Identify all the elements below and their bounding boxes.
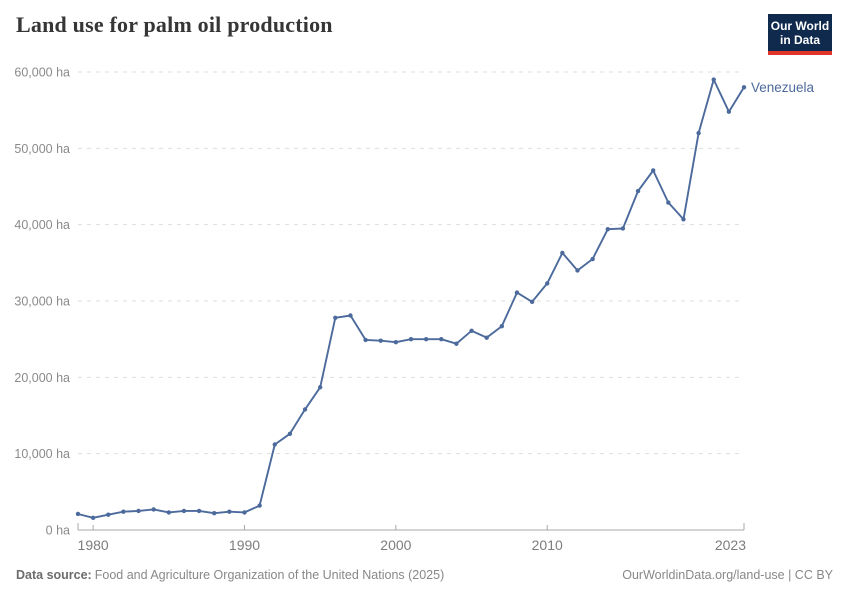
data-point-2010[interactable] — [545, 281, 550, 286]
data-point-1982[interactable] — [121, 509, 126, 514]
y-axis-tick-label: 10,000 ha — [14, 447, 70, 461]
data-point-2007[interactable] — [499, 323, 505, 329]
y-axis-tick-label: 40,000 ha — [14, 218, 70, 232]
x-axis-tick-label: 1990 — [229, 537, 260, 553]
data-point-1983[interactable] — [136, 508, 141, 514]
data-point-2006[interactable] — [484, 335, 489, 340]
data-point-1994[interactable] — [302, 407, 308, 412]
data-point-2019[interactable] — [681, 217, 686, 222]
data-point-1979[interactable] — [75, 511, 81, 517]
data-point-1981[interactable] — [106, 512, 111, 517]
data-point-2017[interactable] — [650, 168, 656, 173]
data-source-text: Food and Agriculture Organization of the… — [94, 568, 445, 582]
data-point-1995[interactable] — [317, 385, 323, 390]
data-point-2013[interactable] — [590, 256, 595, 262]
data-point-1986[interactable] — [181, 508, 187, 514]
owid-logo-line1: Our World — [770, 19, 830, 33]
y-axis-tick-label: 30,000 ha — [14, 295, 70, 309]
data-point-1996[interactable] — [333, 315, 338, 320]
data-point-1998[interactable] — [363, 337, 368, 343]
x-axis-tick-label: 2023 — [715, 537, 746, 553]
data-source-label: Data source: — [16, 568, 92, 582]
y-axis-tick-label: 20,000 ha — [14, 371, 70, 385]
data-point-2014[interactable] — [605, 227, 610, 232]
chart-footer: Data source: Food and Agriculture Organiz… — [16, 568, 833, 582]
data-point-1988[interactable] — [212, 511, 217, 516]
x-axis-tick-label: 2010 — [532, 537, 563, 553]
data-point-2015[interactable] — [620, 226, 626, 231]
data-point-2003[interactable] — [439, 336, 444, 342]
owid-logo-line2: in Data — [779, 33, 820, 47]
data-point-1992[interactable] — [272, 442, 277, 447]
data-point-1991[interactable] — [257, 503, 262, 508]
data-point-1989[interactable] — [227, 509, 232, 514]
data-point-2005[interactable] — [469, 328, 474, 333]
series-line-venezuela[interactable] — [77, 78, 745, 519]
data-point-1993[interactable] — [287, 431, 293, 437]
chart-title: Land use for palm oil production — [16, 12, 333, 37]
series-end-label[interactable]: Venezuela — [751, 80, 815, 95]
owid-logo[interactable]: Our World in Data — [768, 14, 832, 55]
data-point-2011[interactable] — [560, 250, 565, 256]
data-point-1997[interactable] — [348, 313, 353, 318]
x-axis-tick-label: 2000 — [380, 537, 411, 553]
data-point-1980[interactable] — [90, 515, 96, 520]
y-axis-tick-label: 0 ha — [46, 524, 70, 538]
data-point-2022[interactable] — [726, 109, 732, 114]
data-point-1987[interactable] — [196, 508, 202, 514]
data-source: Data source: Food and Agriculture Organiz… — [16, 568, 444, 582]
data-point-1984[interactable] — [151, 507, 156, 512]
data-point-2009[interactable] — [529, 299, 535, 304]
data-point-2002[interactable] — [423, 336, 429, 342]
data-point-2004[interactable] — [454, 341, 459, 346]
data-point-2018[interactable] — [666, 200, 671, 205]
footer-link[interactable]: OurWorldinData.org/land-use | CC BY — [622, 568, 833, 582]
y-axis-tick-label: 60,000 ha — [14, 66, 70, 80]
data-point-2000[interactable] — [393, 340, 399, 345]
data-point-1985[interactable] — [166, 510, 172, 515]
data-point-2001[interactable] — [408, 336, 414, 342]
data-point-1999[interactable] — [378, 338, 383, 343]
data-point-1990[interactable] — [242, 510, 247, 515]
data-point-2020[interactable] — [696, 130, 701, 136]
x-axis-tick-label: 1980 — [78, 537, 109, 553]
data-point-2016[interactable] — [635, 188, 641, 194]
data-point-2023[interactable] — [741, 85, 747, 90]
y-axis-tick-label: 50,000 ha — [14, 142, 70, 156]
data-point-2012[interactable] — [575, 268, 580, 273]
data-point-2008[interactable] — [514, 290, 520, 295]
data-point-2021[interactable] — [711, 77, 716, 82]
